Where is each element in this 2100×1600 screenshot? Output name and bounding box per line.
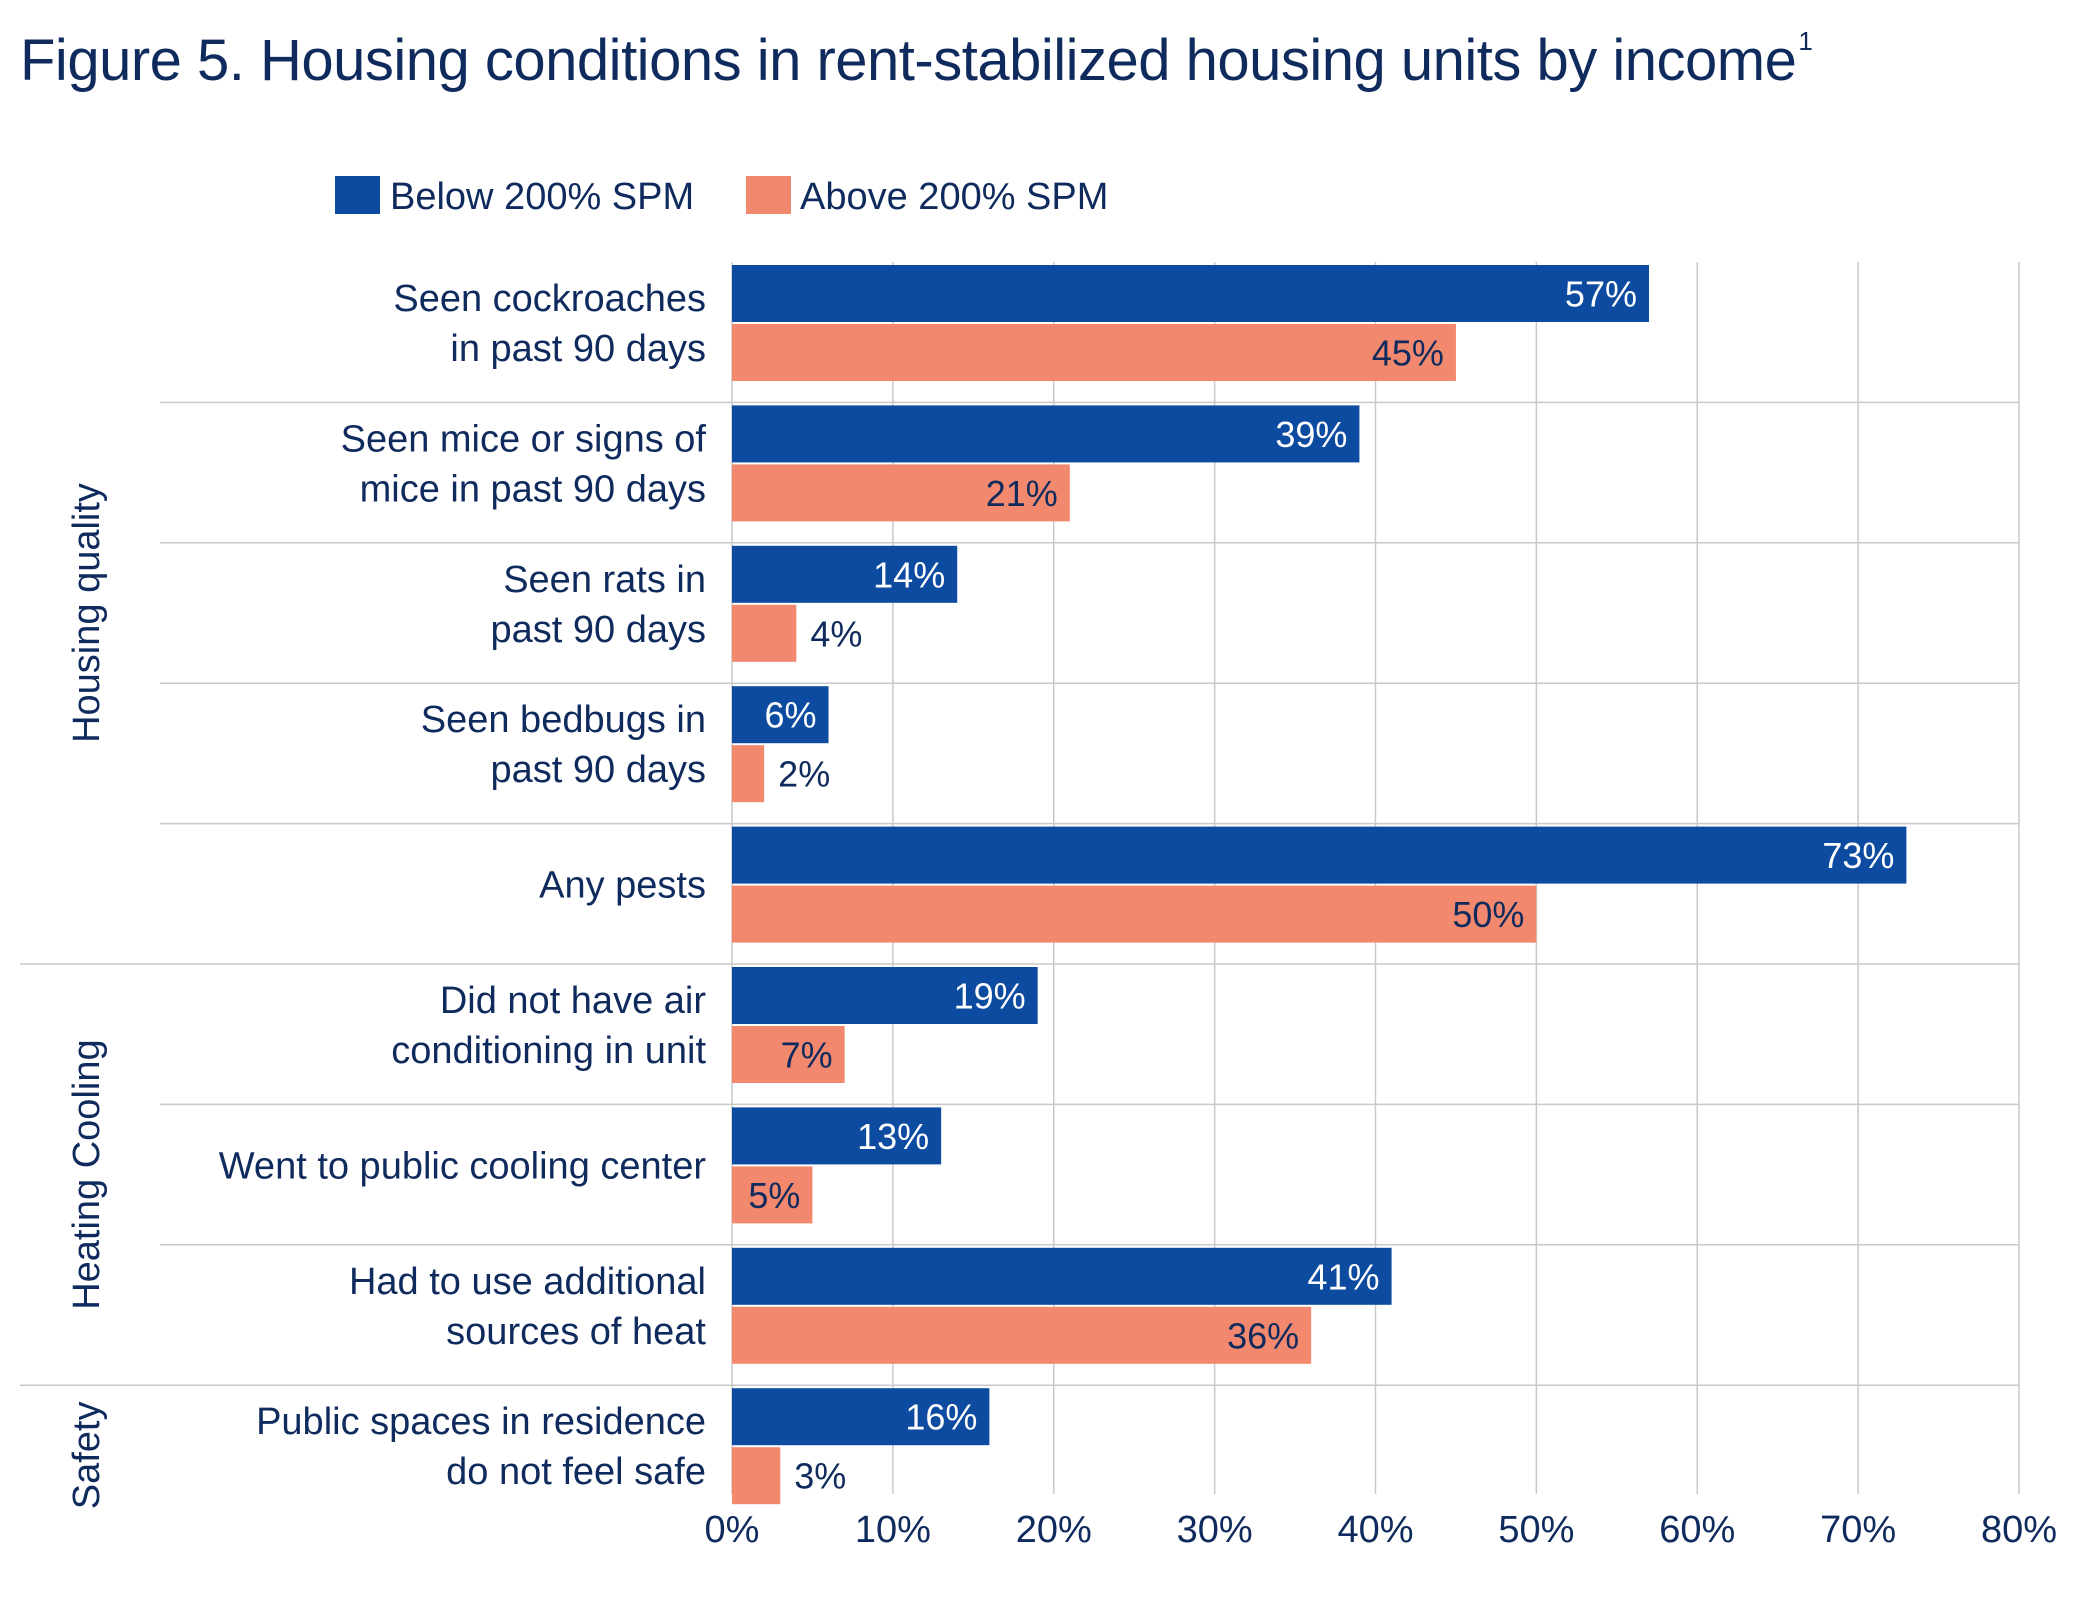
- category-label-1-0: Seen mice or signs of: [341, 418, 707, 460]
- x-tick-label-1: 10%: [855, 1509, 931, 1551]
- data-label-7-1: 36%: [1227, 1315, 1299, 1356]
- data-label-2-0: 14%: [873, 554, 945, 595]
- category-label-5-0: Did not have air: [440, 980, 706, 1022]
- bar-6-0: [732, 1107, 942, 1165]
- bar-3-1: [732, 745, 765, 803]
- bar-2-1: [732, 604, 797, 662]
- bar-5-0: [732, 967, 1038, 1024]
- data-label-1-0: 39%: [1275, 414, 1347, 455]
- bar-3-0: [732, 686, 829, 744]
- bar-5-1: [732, 1026, 845, 1083]
- group-label-0: Housing quality: [66, 483, 108, 743]
- bar-4-0: [732, 826, 1907, 884]
- x-tick-label-3: 30%: [1177, 1509, 1253, 1551]
- legend-label-0: Below 200% SPM: [390, 176, 694, 218]
- data-label-2-1: 4%: [810, 613, 862, 654]
- legend-label-1: Above 200% SPM: [800, 176, 1108, 218]
- data-label-6-1: 5%: [748, 1175, 800, 1216]
- category-label-7-1: sources of heat: [446, 1311, 706, 1353]
- category-label-6-0: Went to public cooling center: [219, 1145, 707, 1187]
- category-labels: Seen cockroaches in past 90 days Seen mice…: [219, 278, 707, 1493]
- bar-7-0: [732, 1247, 1392, 1305]
- data-label-8-0: 16%: [905, 1397, 977, 1438]
- category-label-2-0: Seen rats in: [503, 559, 706, 601]
- bar-0-0: [732, 265, 1649, 322]
- x-axis-ticks: 0% 10% 20% 30% 40% 50% 60% 70% 80%: [705, 1509, 2057, 1551]
- data-label-0-1: 45%: [1372, 333, 1444, 374]
- bar-4-1: [732, 885, 1537, 943]
- data-label-0-0: 57%: [1565, 274, 1637, 315]
- x-tick-label-5: 50%: [1498, 1509, 1574, 1551]
- category-label-5-1: conditioning in unit: [391, 1030, 706, 1072]
- x-tick-label-8: 80%: [1981, 1509, 2057, 1551]
- data-label-8-1: 3%: [794, 1456, 846, 1497]
- data-label-3-0: 6%: [764, 695, 816, 736]
- data-label-7-0: 41%: [1308, 1256, 1380, 1297]
- bar-8-0: [732, 1388, 990, 1446]
- row-separators: [20, 401, 2019, 1386]
- bar-8-1: [732, 1447, 781, 1505]
- category-label-8-1: do not feel safe: [446, 1451, 706, 1493]
- group-label-2: Safety: [66, 1402, 108, 1510]
- bar-0-1: [732, 324, 1456, 381]
- data-label-4-0: 73%: [1822, 835, 1894, 876]
- bar-7-1: [732, 1306, 1312, 1364]
- data-label-6-0: 13%: [857, 1116, 929, 1157]
- data-label-3-1: 2%: [778, 754, 830, 795]
- title-footnote: 1: [1798, 26, 1813, 56]
- x-tick-label-4: 40%: [1337, 1509, 1413, 1551]
- x-tick-label-6: 60%: [1659, 1509, 1735, 1551]
- group-label-1: Heating Cooling: [66, 1039, 108, 1309]
- x-tick-label-0: 0%: [705, 1509, 760, 1551]
- chart-legend: Below 200% SPM Above 200% SPM: [335, 176, 1108, 218]
- bar-1-1: [732, 464, 1070, 522]
- data-label-5-1: 7%: [781, 1035, 833, 1076]
- chart-title-text: Figure 5. Housing conditions in rent-sta…: [20, 28, 1797, 93]
- x-tick-label-2: 20%: [1016, 1509, 1092, 1551]
- category-label-7-0: Had to use additional: [349, 1261, 706, 1303]
- bar-6-1: [732, 1166, 813, 1224]
- category-label-2-1: past 90 days: [491, 609, 706, 651]
- data-label-4-1: 50%: [1452, 894, 1524, 935]
- category-label-1-1: mice in past 90 days: [360, 468, 706, 510]
- category-label-4-0: Any pests: [539, 865, 706, 907]
- data-label-1-1: 21%: [986, 473, 1058, 514]
- group-labels: Housing quality Heating Cooling Safety: [66, 483, 108, 1509]
- category-label-0-0: Seen cockroaches: [393, 278, 706, 320]
- category-label-3-1: past 90 days: [491, 749, 706, 791]
- category-label-8-0: Public spaces in residence: [256, 1401, 706, 1443]
- x-tick-label-7: 70%: [1820, 1509, 1896, 1551]
- bars: 57% 45% 39% 21% 14% 4% 6% 2% 73% 50% 19% 7% 13% 5% 41%…: [732, 265, 1907, 1505]
- data-label-5-0: 19%: [954, 976, 1026, 1017]
- legend-swatch-1: [746, 176, 791, 214]
- bar-1-0: [732, 405, 1360, 463]
- legend-swatch-0: [335, 176, 380, 214]
- category-label-0-1: in past 90 days: [450, 328, 706, 370]
- category-label-3-0: Seen bedbugs in: [421, 699, 706, 741]
- bar-2-0: [732, 545, 958, 603]
- chart-title: Figure 5. Housing conditions in rent-sta…: [20, 26, 1813, 94]
